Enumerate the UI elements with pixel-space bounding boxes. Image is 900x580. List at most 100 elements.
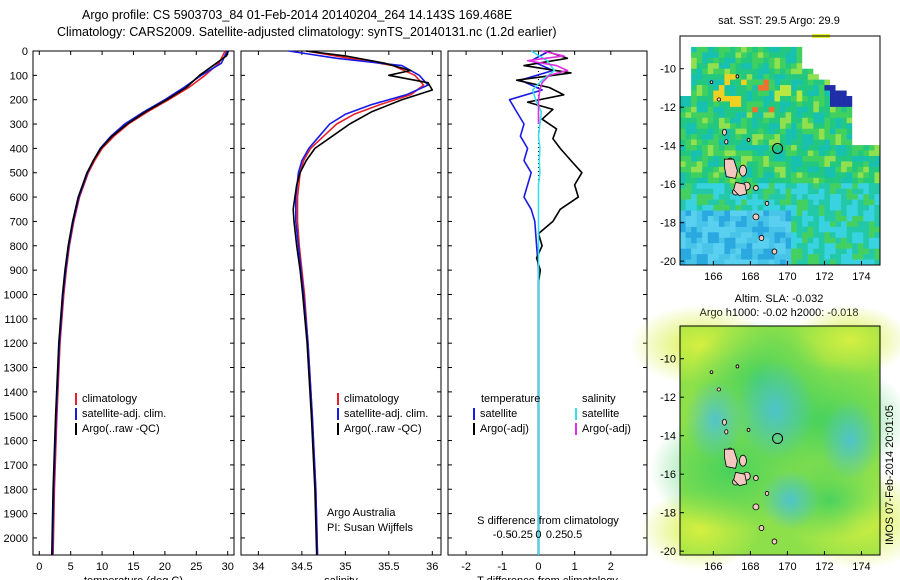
sst-cell [724, 188, 731, 195]
sst-cell [791, 243, 797, 249]
sst-cell [713, 112, 720, 119]
sst-cell [796, 117, 803, 124]
sst-cell [713, 36, 720, 42]
sst-cell [752, 74, 759, 80]
sst-cell [707, 134, 714, 140]
sst-cell [846, 221, 853, 228]
sst-cell [824, 36, 831, 42]
sst-cell [785, 46, 792, 53]
sst-cell [752, 237, 759, 244]
sst-cell [868, 68, 875, 75]
sst-cell [724, 123, 731, 129]
sst-cell [696, 172, 703, 179]
sst-cell [713, 254, 720, 260]
sst-cell [830, 139, 836, 146]
depth-tick-label: 300 [10, 119, 28, 131]
sst-cell [718, 226, 725, 233]
sst-cell [757, 226, 764, 233]
sst-cell [730, 101, 736, 108]
sla-blob [820, 400, 880, 480]
sst-cell [813, 117, 820, 124]
sst-cell [874, 188, 881, 195]
sst-cell [680, 205, 686, 211]
sst-cell [802, 123, 809, 129]
sst-cell [868, 101, 875, 108]
sst-cell [685, 128, 692, 135]
sst-cell [696, 145, 703, 151]
sst-cell [846, 139, 853, 146]
sst-cell [752, 210, 759, 217]
sst-cell [696, 248, 703, 255]
sst-cell [868, 232, 875, 239]
sst-cell [724, 36, 731, 42]
sst-cell [841, 68, 847, 75]
sst-cell [807, 85, 814, 91]
sst-cell [741, 150, 747, 157]
sst-cell [691, 161, 697, 168]
sst-cell [685, 63, 692, 70]
sst-cell [696, 74, 703, 80]
sst-cell [746, 172, 753, 179]
sst-cell [852, 199, 859, 206]
sst-cell [802, 150, 809, 157]
sst-cell [802, 68, 809, 75]
sst-cell [852, 85, 859, 91]
sst-cell [824, 221, 831, 228]
sst-cell [841, 248, 847, 255]
sst-cell [874, 46, 881, 53]
sst-cell [807, 145, 814, 151]
sst-cell [791, 139, 797, 146]
sst-cell [807, 112, 814, 119]
sst-cell [835, 177, 842, 184]
sst-cell [807, 205, 814, 211]
sst-cell [791, 199, 797, 206]
legend-label: Argo(..raw -QC) [82, 423, 160, 435]
sst-cell [735, 106, 742, 113]
sst-cell [691, 183, 697, 189]
sst-cell [768, 101, 775, 108]
sst-cell [735, 123, 742, 129]
sst-cell [730, 226, 736, 233]
header-line-2: Climatology: CARS2009. Satellite-adjuste… [57, 25, 557, 39]
sst-cell [741, 117, 747, 124]
sst-cell [802, 194, 809, 200]
sst-cell [746, 150, 753, 157]
sst-cell [752, 150, 759, 157]
sst-cell [757, 199, 764, 206]
sst-cell [746, 63, 753, 70]
sst-cell [813, 57, 820, 64]
island [771, 538, 778, 545]
sst-cell [813, 106, 820, 113]
sst-cell [741, 232, 747, 239]
sst-cell [802, 106, 809, 113]
sst-cell [807, 123, 814, 129]
sst-cell [763, 205, 770, 211]
sst-cell [680, 117, 686, 124]
sst-cell [774, 199, 781, 206]
sst-cell [846, 155, 853, 162]
sst-cell [741, 68, 747, 75]
sst-cell [818, 248, 825, 255]
sst-cell [774, 248, 781, 255]
depth-tick-label: 2000 [4, 533, 28, 545]
sst-cell [813, 161, 820, 168]
sst-cell [780, 139, 786, 146]
depth-tick-label: 800 [10, 241, 28, 253]
island [746, 137, 751, 142]
sla-map-ytick-label: -18 [660, 508, 676, 520]
sst-cell [852, 237, 859, 244]
sst-cell [680, 215, 686, 222]
sst-cell [863, 183, 870, 189]
sst-cell [746, 52, 753, 59]
sst-cell [835, 232, 842, 239]
sst-cell [807, 95, 814, 102]
sst-cell [691, 57, 697, 64]
sst-cell [741, 205, 747, 211]
sst-cell [702, 232, 709, 239]
sst-cell [807, 183, 814, 189]
sst-cell [807, 166, 814, 173]
sst-cell [696, 232, 703, 239]
sst-cell [796, 106, 803, 113]
sst-cell [707, 90, 714, 97]
sst-cell [868, 41, 875, 48]
